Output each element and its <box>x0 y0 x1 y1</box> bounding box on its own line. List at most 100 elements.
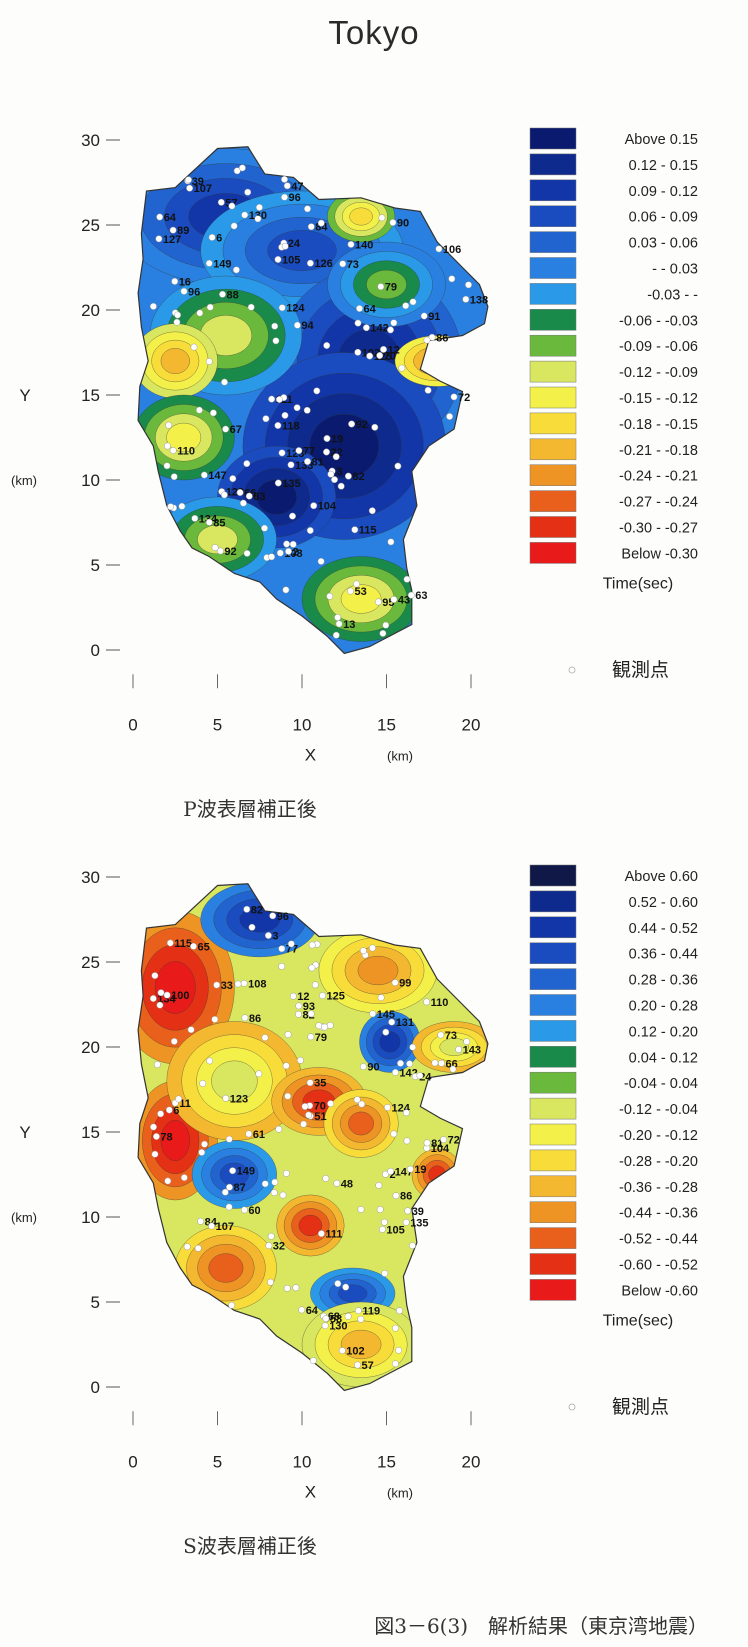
station-marker <box>281 175 288 183</box>
station-marker <box>199 1080 207 1087</box>
y-tick-label: 5 <box>91 1293 100 1312</box>
station-marker <box>283 1284 291 1292</box>
station-label: 125 <box>327 991 345 1003</box>
station-label: 65 <box>198 941 210 953</box>
station-marker <box>232 266 240 274</box>
legend-swatch <box>529 916 577 939</box>
station-marker <box>287 461 295 469</box>
station-marker <box>296 1056 304 1064</box>
station-label: 96 <box>289 192 301 204</box>
station-label: 2 <box>293 546 299 558</box>
station-label: 82 <box>251 904 263 916</box>
station-marker <box>254 215 262 223</box>
station-marker <box>155 235 163 243</box>
legend-swatch <box>529 309 577 331</box>
station-marker <box>424 386 432 394</box>
station-marker <box>268 395 276 403</box>
station-marker <box>391 1068 399 1076</box>
station-marker <box>230 222 238 230</box>
station-marker <box>378 1225 386 1233</box>
station-label: 83 <box>253 491 265 503</box>
station-label: 19 <box>414 1164 426 1176</box>
p-contour-region <box>197 524 238 555</box>
legend-swatch <box>529 438 577 461</box>
station-marker <box>382 621 390 629</box>
station-marker <box>150 1123 157 1131</box>
station-label: 107 <box>216 1221 234 1233</box>
station-marker <box>222 1094 230 1102</box>
station-marker <box>377 994 385 1002</box>
legend-swatch <box>529 412 577 435</box>
station-marker <box>205 358 213 365</box>
y-tick-label: 20 <box>81 301 100 320</box>
station-marker <box>201 1140 208 1148</box>
station-marker <box>379 629 387 637</box>
legend-label: -0.20 - -0.12 <box>619 1128 698 1144</box>
station-marker <box>406 1060 414 1068</box>
station-marker <box>281 411 289 419</box>
station-marker <box>462 295 470 303</box>
station-label: 61 <box>253 1129 265 1141</box>
station-marker <box>216 547 224 555</box>
station-label: 124 <box>286 303 305 315</box>
station-marker <box>205 259 213 267</box>
figure-caption: 図3－6(3) 解析結果（東京湾地震） <box>374 1614 708 1638</box>
station-marker <box>392 1324 399 1332</box>
station-marker <box>337 482 345 490</box>
legend-label: Above 0.60 <box>625 869 698 885</box>
station-label: 64 <box>364 304 377 316</box>
station-marker <box>245 1130 253 1138</box>
station-marker <box>165 1106 173 1114</box>
station-marker <box>380 345 387 353</box>
legend-label: -0.09 - -0.06 <box>619 339 698 355</box>
p-contour-region <box>422 352 452 370</box>
station-marker <box>196 309 204 317</box>
station-marker <box>295 447 303 455</box>
station-marker <box>390 319 398 327</box>
legend-swatch <box>529 231 577 253</box>
station-marker <box>305 1111 313 1119</box>
station-marker <box>190 343 198 351</box>
station-marker <box>271 322 279 330</box>
station-marker <box>262 415 270 423</box>
legend-station-label: 観測点 <box>612 1396 669 1418</box>
station-marker <box>435 245 443 253</box>
station-label: 108 <box>248 978 266 990</box>
station-marker <box>403 575 411 583</box>
station-marker <box>449 1065 457 1073</box>
station-marker <box>366 352 374 360</box>
station-label: 6 <box>216 232 222 244</box>
station-marker <box>272 337 280 345</box>
x-tick-label: 10 <box>293 1452 312 1471</box>
legend-label: -0.44 - -0.36 <box>619 1206 698 1222</box>
station-label: 85 <box>213 517 225 529</box>
station-marker <box>271 1178 279 1186</box>
station-label: 105 <box>386 1224 404 1236</box>
legend-swatch <box>529 386 577 409</box>
station-marker <box>357 1206 365 1213</box>
station-marker <box>229 1167 237 1175</box>
station-marker <box>306 1079 314 1087</box>
legend-swatch <box>529 127 577 150</box>
station-marker <box>234 980 242 988</box>
station-marker <box>171 277 179 285</box>
station-marker <box>402 302 410 310</box>
station-marker <box>261 1180 269 1188</box>
station-label: 138 <box>470 294 488 306</box>
station-marker <box>200 471 208 479</box>
station-marker <box>327 470 335 478</box>
x-axis-unit: (km) <box>387 1485 413 1500</box>
station-label: 96 <box>188 286 200 298</box>
station-marker <box>357 1315 365 1323</box>
station-marker <box>344 1312 352 1320</box>
station-label: 93 <box>303 1001 315 1013</box>
y-tick-label: 10 <box>81 471 100 490</box>
station-label: 90 <box>367 1062 379 1074</box>
station-label: 43 <box>398 595 410 607</box>
legend-label: 0.28 - 0.36 <box>629 973 698 989</box>
station-marker <box>354 319 362 327</box>
x-tick-label: 10 <box>293 715 312 734</box>
station-label: 73 <box>347 259 359 271</box>
station-marker <box>157 989 165 997</box>
s-wave-caption: S波表層補正後 <box>183 1534 317 1558</box>
